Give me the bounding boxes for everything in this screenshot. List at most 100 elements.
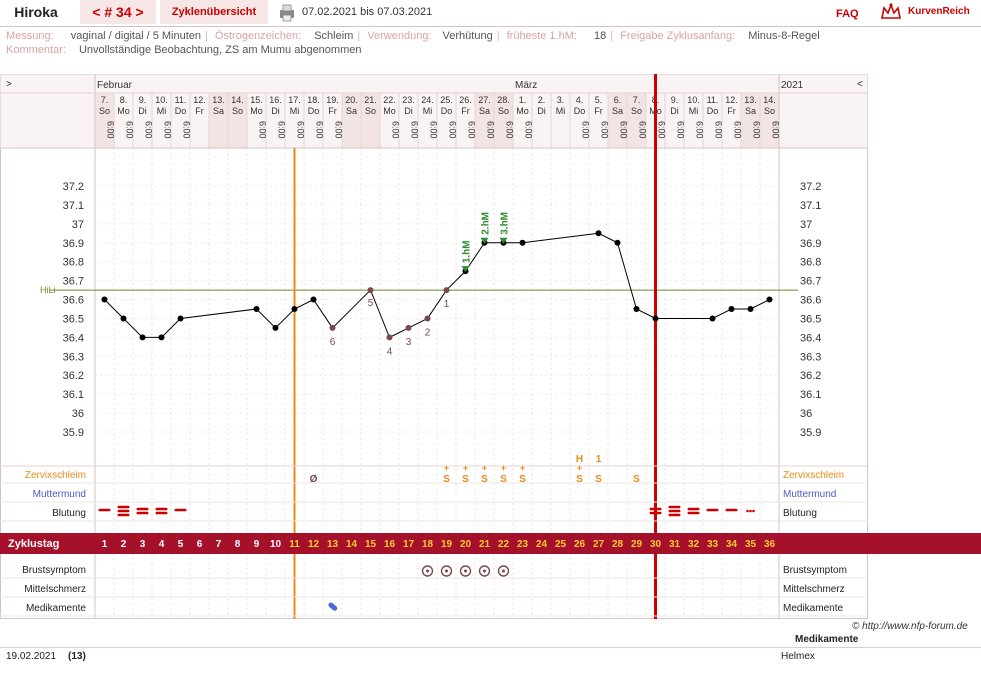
blutung-row-label: Blutung bbox=[52, 508, 86, 519]
weekday-label: Mi bbox=[556, 106, 566, 116]
weekday-label: Sa bbox=[213, 106, 224, 116]
date-label: 27. bbox=[478, 95, 491, 105]
breast-symptom-icon bbox=[478, 565, 491, 577]
cycle-day-number: 1 bbox=[102, 539, 108, 550]
top-bar: Hiroka < # 34 > Zyklenübersicht 07.02.20… bbox=[0, 0, 981, 27]
weekend-shade bbox=[228, 93, 247, 148]
cycle-day-number: 14 bbox=[346, 539, 358, 550]
cycle-day-number: 8 bbox=[235, 539, 241, 550]
temperature-point bbox=[386, 334, 393, 341]
cycle-day-number: 22 bbox=[498, 539, 510, 550]
time-label: 6:00 bbox=[410, 121, 420, 139]
bleeding-mark bbox=[649, 507, 662, 511]
zervix-plus: + bbox=[482, 463, 487, 473]
breast-symptom-dot bbox=[426, 569, 429, 573]
weekday-label: Mi bbox=[423, 106, 433, 116]
date-label: 11. bbox=[707, 95, 719, 105]
y-tick-right: 36.3 bbox=[800, 351, 821, 363]
cycle-day-number: 15 bbox=[365, 539, 377, 550]
bleeding-mark bbox=[155, 511, 168, 515]
time-label: 6:00 bbox=[676, 121, 686, 139]
time-label: 6:00 bbox=[714, 121, 724, 139]
cycle-day-number: 13 bbox=[327, 539, 339, 550]
temperature-point bbox=[367, 287, 374, 294]
weekday-label: Do bbox=[707, 106, 719, 116]
y-tick-left: 36.3 bbox=[63, 351, 84, 363]
spotting-dot bbox=[752, 509, 755, 513]
cycle-day-number: 23 bbox=[517, 539, 529, 550]
weekend-shade bbox=[760, 93, 779, 148]
y-tick-left: 36.2 bbox=[63, 370, 84, 382]
zervix-mark: S bbox=[481, 474, 488, 485]
zervix-mark: S bbox=[462, 474, 469, 485]
cycle-day-number: 10 bbox=[270, 539, 282, 550]
zervix-row-label: Zervixschleim bbox=[25, 470, 86, 481]
low-marker-label: 5 bbox=[368, 298, 374, 309]
cycle-day-number: 17 bbox=[403, 539, 415, 550]
temperature-point bbox=[424, 315, 431, 322]
footer-divider bbox=[0, 647, 981, 648]
temperature-point bbox=[291, 306, 298, 312]
time-label: 6:00 bbox=[182, 121, 192, 139]
weekday-label: Fr bbox=[195, 106, 204, 116]
cycle-nav[interactable]: < # 34 > bbox=[80, 0, 156, 24]
weekday-label: Fr bbox=[461, 106, 470, 116]
date-label: 8. bbox=[120, 95, 128, 105]
weekday-label: Sa bbox=[479, 106, 490, 116]
print-icon[interactable] bbox=[278, 0, 296, 24]
y-tick-right: 35.9 bbox=[800, 427, 821, 439]
weekday-label: Fr bbox=[727, 106, 736, 116]
weekday-label: So bbox=[365, 106, 376, 116]
y-tick-right: 37 bbox=[800, 219, 812, 231]
high-marker-arrow bbox=[461, 266, 470, 273]
temperature-point bbox=[158, 334, 165, 341]
weekday-label: So bbox=[99, 106, 110, 116]
y-tick-right: 36.2 bbox=[800, 370, 821, 382]
temperature-point bbox=[519, 239, 526, 246]
hm-value: 18 bbox=[594, 30, 607, 42]
y-tick-left: 36 bbox=[72, 408, 84, 420]
time-label: 6:00 bbox=[163, 121, 173, 139]
y-tick-right: 36.5 bbox=[800, 313, 821, 325]
date-label: 13. bbox=[744, 95, 757, 105]
crown-icon bbox=[881, 2, 901, 19]
cycle-day-label: Zyklustag bbox=[8, 538, 59, 550]
cycle-day-number: 21 bbox=[479, 539, 491, 550]
brust-row-label-right: Brustsymptom bbox=[783, 565, 847, 576]
brust-row-label: Brustsymptom bbox=[22, 565, 86, 576]
y-tick-left: 36.5 bbox=[63, 313, 84, 325]
y-tick-right: 37.1 bbox=[800, 200, 821, 212]
brand-logo[interactable]: KurvenReich bbox=[880, 0, 980, 24]
faq-link[interactable]: FAQ bbox=[836, 8, 859, 20]
bleeding-mark bbox=[117, 509, 130, 513]
temperature-point bbox=[310, 296, 317, 303]
cycle-day-number: 28 bbox=[612, 539, 624, 550]
date-label: 14. bbox=[763, 95, 776, 105]
copyright: © http://www.nfp-forum.de bbox=[852, 621, 968, 632]
date-label: 12. bbox=[193, 95, 206, 105]
y-tick-right: 36.1 bbox=[800, 389, 821, 401]
bleeding-mark bbox=[725, 508, 738, 512]
date-label: 26. bbox=[459, 95, 472, 105]
zervix-plus: + bbox=[444, 463, 449, 473]
info-line-1: Messung: vaginal / digital / 5 Minuten | … bbox=[6, 30, 820, 42]
date-label: 15. bbox=[250, 95, 263, 105]
bleeding-mark bbox=[136, 511, 149, 515]
weekday-label: Di bbox=[138, 106, 147, 116]
weekday-label: Mo bbox=[383, 106, 396, 116]
medi-row-label: Medikamente bbox=[26, 603, 86, 614]
date-label: 10. bbox=[155, 95, 168, 105]
date-label: 2. bbox=[538, 95, 546, 105]
time-label: 6:00 bbox=[657, 121, 667, 139]
cycle-overview-link[interactable]: Zyklenübersicht bbox=[160, 0, 268, 24]
y-tick-left: 37.2 bbox=[63, 181, 84, 193]
high-marker-label: 3.hM bbox=[500, 212, 511, 235]
time-label: 6:00 bbox=[144, 121, 154, 139]
weekend-shade bbox=[608, 93, 627, 148]
header-band bbox=[0, 74, 868, 149]
cycle-day-number: 7 bbox=[216, 539, 222, 550]
muttermund-mark: H bbox=[576, 454, 583, 465]
low-marker-label: 4 bbox=[387, 346, 393, 357]
temperature-point bbox=[253, 306, 260, 312]
weekday-label: Do bbox=[574, 106, 586, 116]
